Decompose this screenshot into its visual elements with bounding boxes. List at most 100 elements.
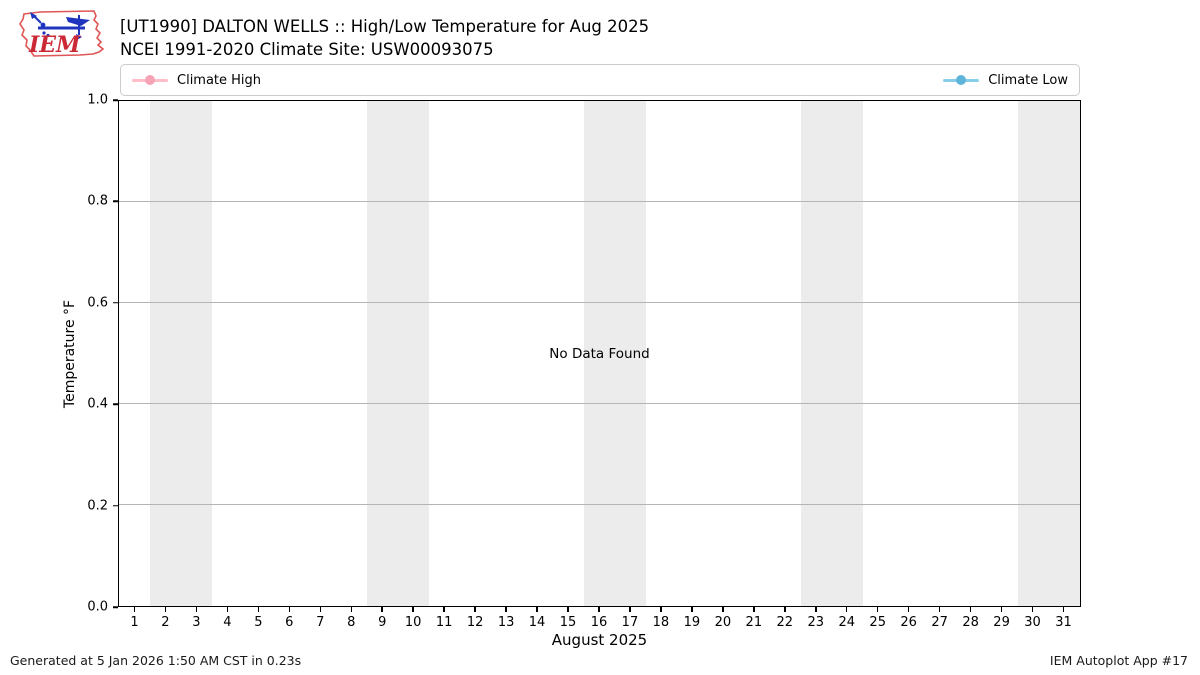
- x-tick-label: 15: [559, 615, 577, 630]
- weekend-band: [1018, 101, 1080, 606]
- x-tick-mark: [536, 607, 538, 612]
- x-tick-mark: [195, 607, 198, 612]
- x-tick-mark: [226, 607, 229, 612]
- x-tick-label: 9: [378, 615, 387, 630]
- weekend-band: [150, 101, 212, 606]
- y-tick-label: 0.2: [87, 498, 108, 514]
- chart-subtitle: NCEI 1991-2020 Climate Site: USW00093075: [120, 40, 494, 59]
- title-block: [UT1990] DALTON WELLS :: High/Low Temper…: [120, 15, 649, 61]
- x-axis-label: August 2025: [551, 631, 648, 649]
- x-tick-label: 21: [745, 615, 763, 630]
- x-tick-label: 10: [404, 615, 422, 630]
- x-tick-mark: [907, 607, 910, 612]
- y-tick-label: 0.0: [87, 599, 108, 615]
- iowa-outline-icon: [19, 10, 105, 57]
- x-tick-mark: [938, 607, 941, 612]
- x-tick-label: 16: [590, 615, 608, 630]
- x-tick-mark: [1000, 607, 1003, 612]
- x-tick-mark: [443, 607, 445, 612]
- x-tick-label: 20: [714, 615, 732, 630]
- x-tick-mark: [133, 607, 136, 612]
- x-tick-mark: [691, 607, 693, 612]
- x-tick-mark: [257, 607, 260, 612]
- x-tick-label: 5: [254, 615, 263, 630]
- app-attribution: IEM Autoplot App #17: [1049, 653, 1188, 668]
- x-tick-label: 19: [683, 615, 701, 630]
- y-gridline: [119, 504, 1080, 505]
- x-tick-label: 30: [1024, 615, 1041, 630]
- y-tick-mark: [113, 606, 118, 608]
- legend-item-climate-high: Climate High: [132, 73, 261, 88]
- y-tick-mark: [113, 302, 118, 304]
- x-tick-mark: [350, 607, 352, 612]
- x-tick-mark: [876, 607, 879, 612]
- x-axis: 1 2 3 4 5 6 7 8 9 10 11 12 13 14 15 16 17 18 19 20 21 22 23 24 2…: [119, 607, 1079, 652]
- x-tick-mark: [505, 607, 507, 612]
- generated-timestamp: Generated at 5 Jan 2026 1:50 AM CST in 0…: [10, 653, 302, 668]
- x-tick-label: 6: [285, 615, 294, 630]
- x-tick-label: 25: [869, 615, 886, 630]
- y-tick-mark: [113, 504, 118, 507]
- x-tick-label: 3: [192, 615, 201, 630]
- x-tick-label: 17: [621, 615, 639, 630]
- x-tick-label: 26: [900, 615, 917, 630]
- x-tick-label: 13: [497, 615, 515, 630]
- legend-item-climate-low: Climate Low: [943, 73, 1068, 88]
- x-tick-mark: [722, 607, 724, 612]
- x-tick-label: 18: [652, 615, 670, 630]
- x-tick-label: 1: [130, 615, 139, 630]
- y-axis: 0.0 0.2 0.4 0.6 0.8 1.0: [0, 93, 118, 615]
- legend-label: Climate Low: [988, 72, 1068, 88]
- x-tick-label: 27: [931, 615, 948, 630]
- x-tick-mark: [784, 607, 786, 612]
- x-tick-mark: [660, 607, 662, 612]
- x-tick-mark: [319, 607, 322, 612]
- x-tick-label: 11: [435, 615, 453, 630]
- x-tick-mark: [381, 607, 383, 612]
- weather-vane-icon: [30, 12, 90, 40]
- y-tick-mark: [113, 200, 118, 203]
- x-tick-mark: [598, 607, 600, 612]
- x-tick-mark: [412, 607, 414, 612]
- y-gridline: [119, 403, 1080, 404]
- x-tick-mark: [1031, 607, 1034, 612]
- chart-title: [UT1990] DALTON WELLS :: High/Low Temper…: [120, 17, 650, 36]
- legend-label: Climate High: [177, 72, 262, 88]
- y-tick-mark: [113, 99, 118, 101]
- iem-logo: IEM: [19, 10, 105, 58]
- x-tick-label: 22: [776, 615, 794, 630]
- x-tick-mark: [474, 607, 476, 612]
- x-tick-mark: [845, 607, 848, 612]
- legend-dot: [956, 75, 967, 85]
- x-tick-mark: [1062, 607, 1065, 612]
- x-tick-mark: [288, 607, 291, 612]
- x-tick-mark: [969, 607, 972, 612]
- y-gridline: [119, 201, 1080, 202]
- x-tick-mark: [815, 607, 817, 612]
- iem-logo-text: IEM: [28, 32, 81, 58]
- plot-area: No Data Found: [118, 100, 1081, 607]
- weekend-band: [367, 101, 429, 606]
- x-tick-label: 4: [223, 615, 232, 630]
- x-tick-mark: [753, 607, 755, 612]
- x-tick-label: 28: [962, 615, 979, 630]
- x-tick-label: 31: [1055, 615, 1072, 630]
- x-tick-label: 29: [993, 615, 1010, 630]
- y-tick-label: 0.4: [87, 396, 108, 412]
- x-tick-mark: [567, 607, 569, 612]
- weekend-band: [584, 101, 646, 606]
- x-tick-label: 7: [316, 615, 325, 630]
- y-axis-label: Temperature °F: [62, 299, 78, 409]
- x-tick-mark: [164, 607, 167, 612]
- x-tick-label: 24: [838, 615, 856, 630]
- y-gridline: [119, 302, 1080, 303]
- y-tick-label: 0.8: [87, 193, 108, 209]
- no-data-message: No Data Found: [549, 345, 650, 362]
- legend-dot: [145, 75, 155, 85]
- x-tick-label: 2: [161, 615, 170, 630]
- y-tick-label: 1.0: [87, 92, 108, 108]
- x-tick-mark: [629, 607, 631, 612]
- legend: Climate High Climate Low: [120, 64, 1080, 96]
- x-tick-label: 14: [528, 615, 546, 630]
